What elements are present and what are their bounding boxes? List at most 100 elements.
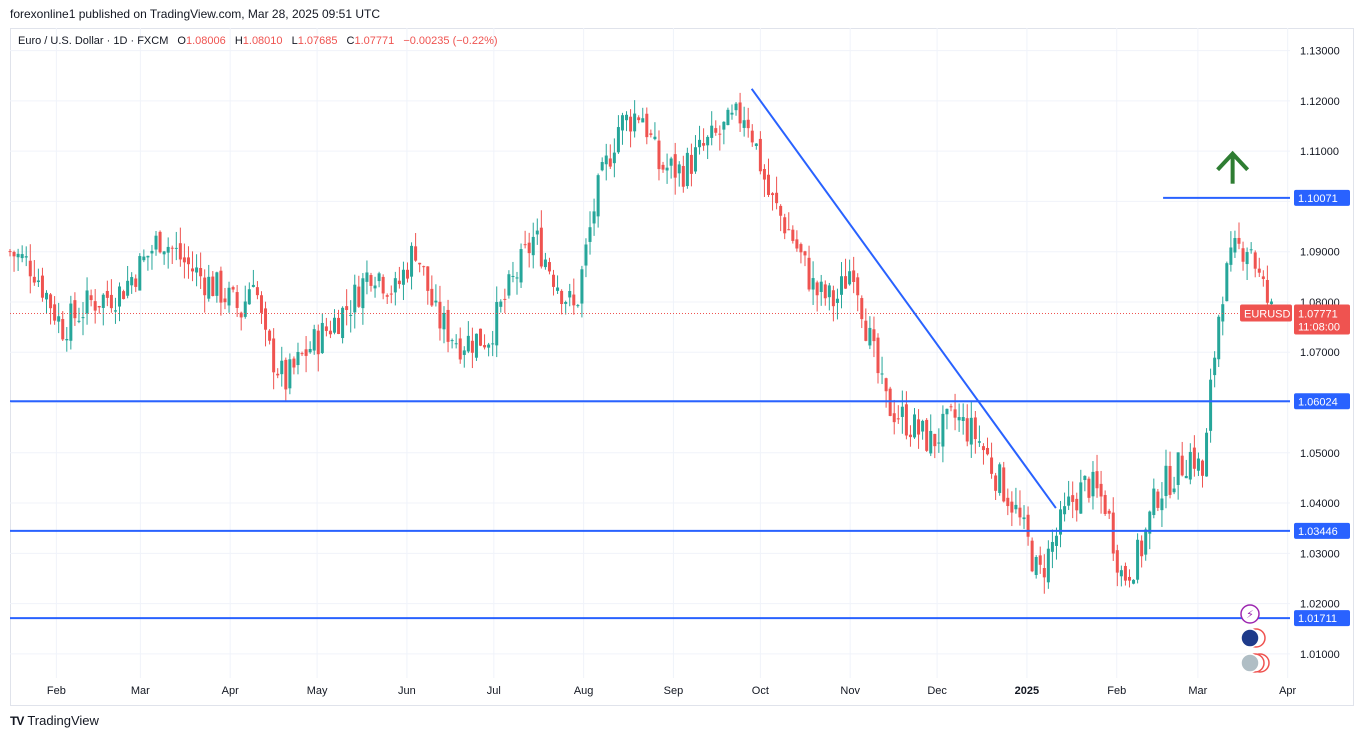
candle-down bbox=[381, 276, 385, 294]
candle-down bbox=[766, 174, 770, 195]
y-tick-label: 1.11000 bbox=[1300, 146, 1339, 158]
candle-down bbox=[426, 266, 430, 291]
candle-up bbox=[592, 211, 596, 224]
candle-up bbox=[580, 269, 584, 304]
candle-up bbox=[730, 112, 734, 115]
candle-down bbox=[856, 277, 860, 296]
candle-up bbox=[880, 373, 884, 375]
candle-up bbox=[85, 290, 89, 314]
candle-up bbox=[1050, 541, 1054, 552]
candle-down bbox=[158, 231, 162, 253]
candle-down bbox=[787, 229, 791, 231]
level-tag-label: 1.01711 bbox=[1298, 613, 1337, 625]
candle-down bbox=[1071, 495, 1075, 502]
candle-up bbox=[1022, 517, 1026, 520]
candle-up bbox=[126, 280, 130, 296]
candle-down bbox=[775, 192, 779, 204]
candle-down bbox=[219, 270, 223, 303]
candle-up bbox=[535, 230, 539, 235]
candle-down bbox=[483, 345, 487, 348]
candle-up bbox=[839, 276, 843, 295]
x-tick-label: Apr bbox=[1279, 685, 1296, 697]
candle-up bbox=[377, 273, 381, 282]
candle-down bbox=[714, 128, 718, 133]
candle-down bbox=[446, 309, 450, 342]
candle-up bbox=[1144, 529, 1148, 555]
candle-up bbox=[361, 278, 365, 309]
candle-up bbox=[1164, 465, 1168, 497]
legend-open: 1.08006 bbox=[185, 35, 226, 47]
candle-down bbox=[122, 291, 126, 300]
candle-up bbox=[247, 289, 251, 305]
candle-down bbox=[178, 243, 182, 260]
x-tick-label: Nov bbox=[840, 685, 860, 697]
candle-down bbox=[105, 290, 109, 298]
candle-up bbox=[20, 254, 24, 259]
candle-down bbox=[949, 406, 953, 408]
candle-up bbox=[1067, 496, 1071, 506]
legend-change: −0.00235 (−0.22%) bbox=[403, 35, 498, 47]
candle-up bbox=[868, 327, 872, 346]
candle-up bbox=[442, 312, 446, 330]
footer-brand[interactable]: TV TradingView bbox=[10, 713, 99, 728]
candle-down bbox=[884, 378, 888, 392]
candle-down bbox=[803, 251, 807, 256]
candle-down bbox=[8, 251, 12, 253]
eu-flag-icon bbox=[1240, 628, 1260, 648]
candle-up bbox=[1132, 579, 1136, 584]
level-tag bbox=[1294, 610, 1350, 627]
candle-down bbox=[1111, 512, 1115, 554]
candle-down bbox=[304, 349, 308, 356]
candle-down bbox=[738, 102, 742, 124]
y-tick-label: 1.05000 bbox=[1300, 448, 1340, 460]
candle-up bbox=[921, 420, 925, 432]
candle-up bbox=[811, 278, 815, 290]
candle-down bbox=[1107, 510, 1111, 514]
candle-down bbox=[1127, 576, 1131, 581]
candle-up bbox=[1233, 238, 1237, 253]
candle-down bbox=[292, 358, 296, 368]
candle-up bbox=[1119, 570, 1123, 577]
candle-up bbox=[1046, 548, 1050, 583]
level-tag-label: 1.03446 bbox=[1298, 526, 1338, 538]
candle-down bbox=[852, 270, 856, 282]
candle-up bbox=[65, 339, 69, 341]
candle-down bbox=[199, 268, 203, 277]
up-arrow-head bbox=[1216, 150, 1250, 172]
candle-up bbox=[393, 278, 397, 293]
candle-up bbox=[1184, 475, 1188, 479]
candle-down bbox=[479, 328, 483, 346]
candle-down bbox=[134, 278, 138, 287]
candle-up bbox=[677, 164, 681, 174]
chart-frame[interactable] bbox=[10, 28, 1354, 706]
candle-up bbox=[401, 269, 405, 285]
grid-lines bbox=[10, 28, 1290, 678]
x-tick-label: Jul bbox=[487, 685, 501, 697]
candle-down bbox=[223, 298, 227, 303]
publish-header: forexonline1 published on TradingView.co… bbox=[10, 7, 381, 21]
candle-down bbox=[239, 312, 243, 318]
candle-up bbox=[556, 287, 560, 291]
candle-down bbox=[61, 319, 65, 340]
candle-up bbox=[499, 301, 503, 307]
candle-up bbox=[312, 329, 316, 351]
price-tag-countdown: 11:08:00 bbox=[1298, 321, 1340, 333]
candle-down bbox=[523, 244, 527, 246]
candle-up bbox=[227, 287, 231, 306]
candle-down bbox=[657, 140, 661, 170]
candle-up bbox=[332, 317, 336, 333]
candle-down bbox=[255, 287, 259, 296]
candle-up bbox=[685, 152, 689, 187]
y-tick-label: 1.04000 bbox=[1300, 498, 1340, 510]
candle-up bbox=[941, 413, 945, 447]
candle-up bbox=[154, 235, 158, 250]
candle-up bbox=[365, 272, 369, 282]
candle-up bbox=[1205, 432, 1209, 477]
candle-up bbox=[945, 408, 949, 415]
us-flag-icon bbox=[1240, 653, 1260, 673]
candle-down bbox=[186, 257, 190, 265]
candle-up bbox=[243, 301, 247, 317]
legend-close-label: C bbox=[346, 35, 355, 47]
candle-down bbox=[264, 308, 268, 330]
